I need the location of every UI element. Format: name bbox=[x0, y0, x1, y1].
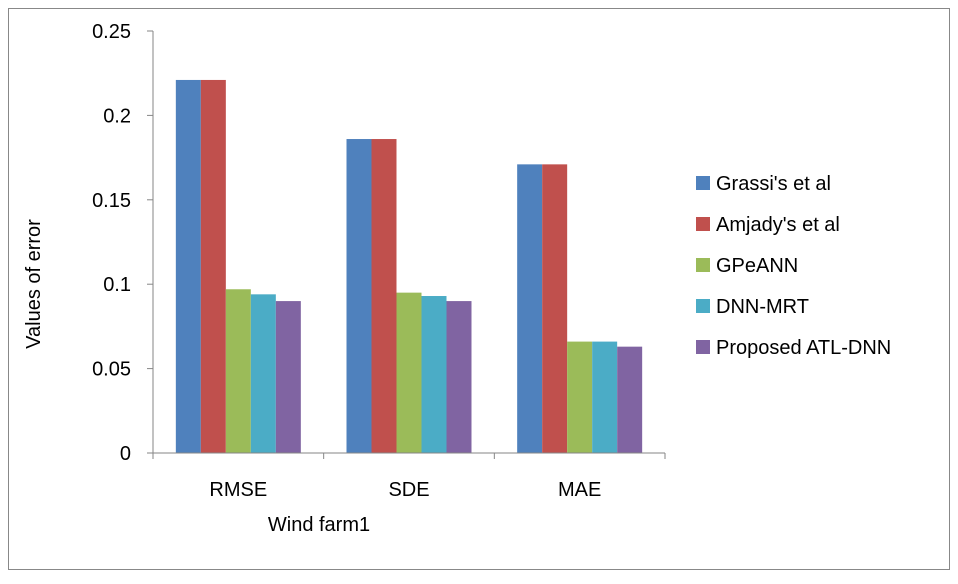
y-tick-label: 0.25 bbox=[92, 21, 131, 43]
bar-mae-2 bbox=[567, 341, 593, 453]
bar-rmse-4 bbox=[275, 301, 301, 453]
bar-sde-2 bbox=[396, 292, 422, 453]
bar-rmse-1 bbox=[200, 79, 226, 454]
x-tick-label: SDE bbox=[388, 479, 429, 501]
axes-layer bbox=[147, 30, 666, 459]
y-tick-label: 0.15 bbox=[92, 190, 131, 212]
legend-label: GPeANN bbox=[716, 255, 798, 277]
x-axis-label: Wind farm1 bbox=[268, 514, 370, 536]
chart-border bbox=[8, 8, 950, 570]
legend-swatch bbox=[696, 217, 710, 231]
legend-label: Grassi's et al bbox=[716, 173, 831, 195]
bar-rmse-3 bbox=[250, 294, 276, 453]
bar-mae-3 bbox=[592, 341, 618, 453]
legend-swatch bbox=[696, 176, 710, 190]
y-tick-label: 0.1 bbox=[103, 274, 131, 296]
x-tick-label: RMSE bbox=[209, 479, 267, 501]
bar-mae-1 bbox=[542, 164, 568, 454]
legend-label: Amjady's et al bbox=[716, 214, 840, 236]
bar-sde-3 bbox=[421, 296, 447, 453]
x-tick-label: MAE bbox=[558, 479, 601, 501]
bar-mae-0 bbox=[517, 164, 543, 454]
legend-label: Proposed ATL-DNN bbox=[716, 337, 891, 359]
bar-rmse-0 bbox=[175, 79, 201, 454]
y-tick-label: 0.2 bbox=[103, 105, 131, 127]
bar-sde-4 bbox=[446, 301, 472, 453]
legend-swatch bbox=[696, 299, 710, 313]
labels-layer: RMSE SDE MAE 0 0.05 0.1 0.15 0.2 0.25 bbox=[92, 21, 601, 501]
legend-swatch bbox=[696, 258, 710, 272]
y-axis-label: Values of error bbox=[23, 219, 45, 349]
bar-mae-4 bbox=[617, 346, 643, 453]
y-tick-label: 0 bbox=[120, 443, 131, 465]
legend: Grassi's et al Amjady's et al GPeANN DNN-MR… bbox=[696, 173, 891, 359]
y-tick-label: 0.05 bbox=[92, 359, 131, 381]
bar-sde-1 bbox=[371, 139, 397, 454]
legend-label: DNN-MRT bbox=[716, 296, 809, 318]
bar-sde-0 bbox=[346, 139, 372, 454]
bars-layer bbox=[175, 79, 643, 454]
legend-swatch bbox=[696, 340, 710, 354]
bar-rmse-2 bbox=[225, 289, 251, 453]
